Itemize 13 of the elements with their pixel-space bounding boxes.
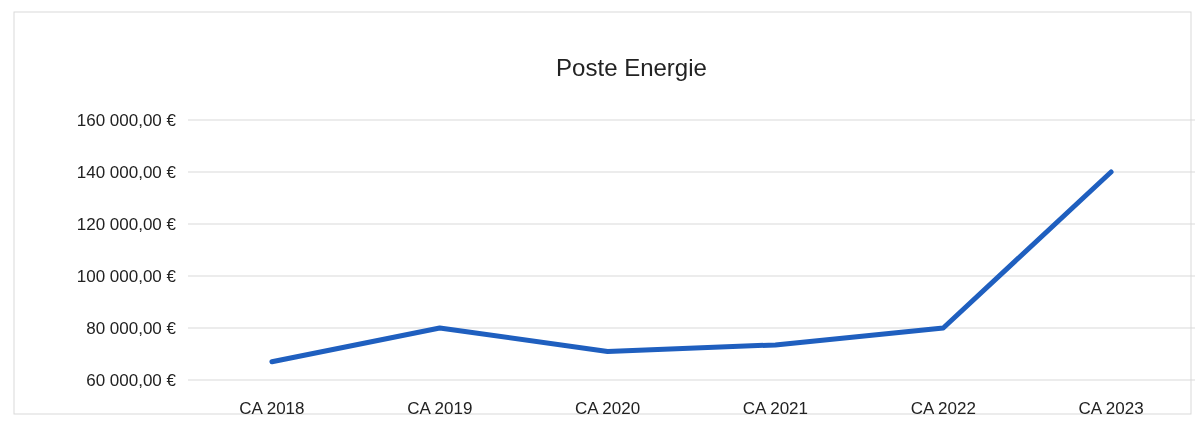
x-tick-label: CA 2023 <box>1078 399 1144 418</box>
y-tick-label: 80 000,00 € <box>86 318 177 338</box>
x-tick-label: CA 2021 <box>742 399 809 418</box>
y-tick-label: 100 000,00 € <box>76 266 177 286</box>
y-tick-label: 140 000,00 € <box>76 162 177 182</box>
x-tick-label: CA 2020 <box>574 399 641 418</box>
y-tick-label: 160 000,00 € <box>76 110 177 130</box>
y-tick-label: 60 000,00 € <box>86 370 177 390</box>
y-tick-label: 120 000,00 € <box>76 214 177 234</box>
x-tick-label: CA 2018 <box>239 399 305 418</box>
x-tick-label: CA 2022 <box>910 399 976 418</box>
chart-title: Poste Energie <box>556 54 707 81</box>
x-tick-label: CA 2019 <box>407 399 473 418</box>
